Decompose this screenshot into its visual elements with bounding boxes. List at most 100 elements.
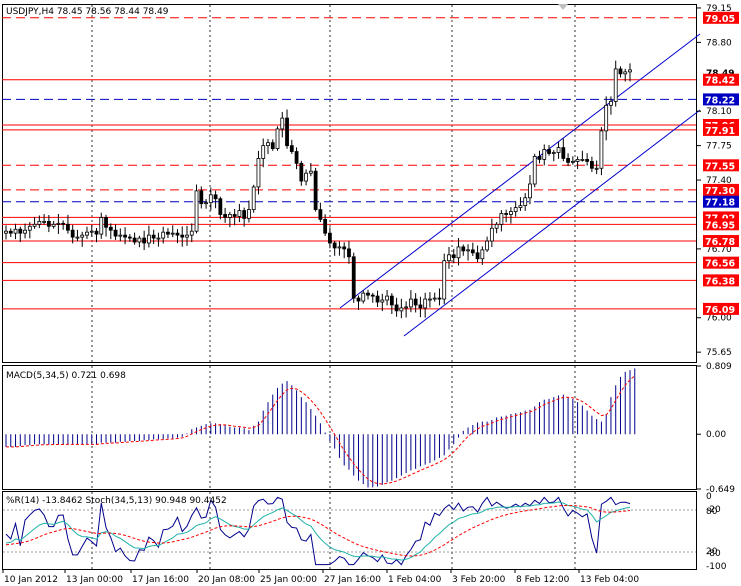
candle-body xyxy=(232,214,237,217)
candle-body xyxy=(361,292,366,302)
osc-tick-label: 0 xyxy=(706,492,712,502)
candle-body xyxy=(451,254,456,259)
candle-body xyxy=(566,158,570,163)
candle-body xyxy=(532,156,537,185)
candle-body xyxy=(589,160,594,169)
level-label: 78.42 xyxy=(705,76,735,87)
candle-body xyxy=(628,69,632,73)
candle-body xyxy=(356,297,361,302)
candle-body xyxy=(70,229,75,238)
candle-body xyxy=(27,225,32,231)
candle-body xyxy=(275,128,280,149)
time-axis: 10 Jan 2012 13 Jan 00:00 17 Jan 16:00 20 Ja… xyxy=(2,569,639,585)
trend-channel xyxy=(339,33,701,337)
candle-body xyxy=(618,68,623,75)
candle-body xyxy=(285,117,289,147)
price-tick-label: 75.65 xyxy=(706,348,732,358)
candle-body xyxy=(480,249,485,260)
candle-body xyxy=(218,198,223,215)
candle-body xyxy=(594,167,599,170)
candle-body xyxy=(37,220,42,225)
candle-body xyxy=(13,228,18,234)
candle-body xyxy=(385,295,389,301)
candle-body xyxy=(442,260,447,300)
candle-body xyxy=(242,210,247,219)
time-tick-label: 20 Jan 08:00 xyxy=(198,575,255,585)
candle-body xyxy=(513,207,518,212)
candle-body xyxy=(23,229,27,234)
candle-body xyxy=(456,246,461,259)
candle-body xyxy=(85,231,89,236)
candle-body xyxy=(304,172,308,182)
scroll-marker-icon[interactable] xyxy=(558,4,568,10)
candle-body xyxy=(175,232,180,236)
candle-body xyxy=(237,210,242,217)
candle-body xyxy=(489,227,494,242)
candle-body xyxy=(223,214,228,218)
candle-body xyxy=(394,304,399,312)
level-label-box xyxy=(703,159,739,172)
level-label: 77.30 xyxy=(705,186,735,197)
candle-body xyxy=(313,170,318,210)
candle-body xyxy=(447,254,451,262)
candle-body xyxy=(423,298,428,309)
level-label: 76.38 xyxy=(705,276,735,287)
candle-body xyxy=(137,237,142,243)
candle-body xyxy=(551,152,556,154)
candle-body xyxy=(170,232,175,235)
candle-body xyxy=(56,222,61,225)
stoch-signal-line xyxy=(5,504,631,557)
candle-body xyxy=(609,100,613,106)
candle-body xyxy=(4,230,8,234)
candle-body xyxy=(108,226,113,231)
time-tick-label: 13 Feb 04:00 xyxy=(580,575,639,585)
candle-body xyxy=(366,292,370,296)
candle-body xyxy=(66,223,70,231)
price-tick-label: 79.15 xyxy=(706,4,732,14)
candle-body xyxy=(180,234,185,238)
candle-body xyxy=(256,158,261,188)
candle-body xyxy=(308,170,313,174)
candle-body xyxy=(623,71,628,75)
candle-body xyxy=(556,147,561,153)
candle-body xyxy=(547,149,551,154)
candle-body xyxy=(247,209,251,219)
candle-body xyxy=(147,234,151,244)
candle-body xyxy=(494,223,499,229)
osc-tick-label: 80 xyxy=(706,507,718,517)
candle-body xyxy=(509,211,513,215)
level-label-box xyxy=(703,93,739,106)
candle-body xyxy=(570,160,575,163)
vertical-grid xyxy=(91,5,576,569)
candle-body xyxy=(347,248,351,258)
level-label-box xyxy=(703,123,739,136)
candle-body xyxy=(399,307,404,312)
candle-body xyxy=(504,213,509,215)
candle-body xyxy=(294,151,299,164)
candle-body xyxy=(599,130,604,169)
candle-body xyxy=(151,234,156,239)
candle-body xyxy=(432,297,437,300)
level-label: 77.55 xyxy=(705,161,735,172)
time-tick-label: 1 Feb 04:00 xyxy=(388,575,442,585)
candlesticks xyxy=(4,60,632,319)
level-label: 76.56 xyxy=(705,259,735,270)
candle-body xyxy=(418,304,423,309)
candle-body xyxy=(18,228,23,234)
candle-body xyxy=(75,236,80,239)
price-tick-label: 76.70 xyxy=(706,245,732,255)
time-tick-label: 10 Jan 2012 xyxy=(4,575,58,585)
candle-body xyxy=(113,229,118,237)
candle-body xyxy=(518,205,523,208)
candle-body xyxy=(161,231,166,239)
candle-body xyxy=(299,162,304,182)
candle-body xyxy=(261,145,266,159)
candle-body xyxy=(337,246,342,249)
candle-body xyxy=(266,142,270,147)
time-tick-label: 27 Jan 16:00 xyxy=(324,575,381,585)
price-tick-label: 78.80 xyxy=(706,38,732,48)
candle-body xyxy=(89,230,94,233)
level-label: 76.78 xyxy=(705,237,735,248)
candle-body xyxy=(370,294,375,297)
level-label: 76.09 xyxy=(705,305,735,316)
